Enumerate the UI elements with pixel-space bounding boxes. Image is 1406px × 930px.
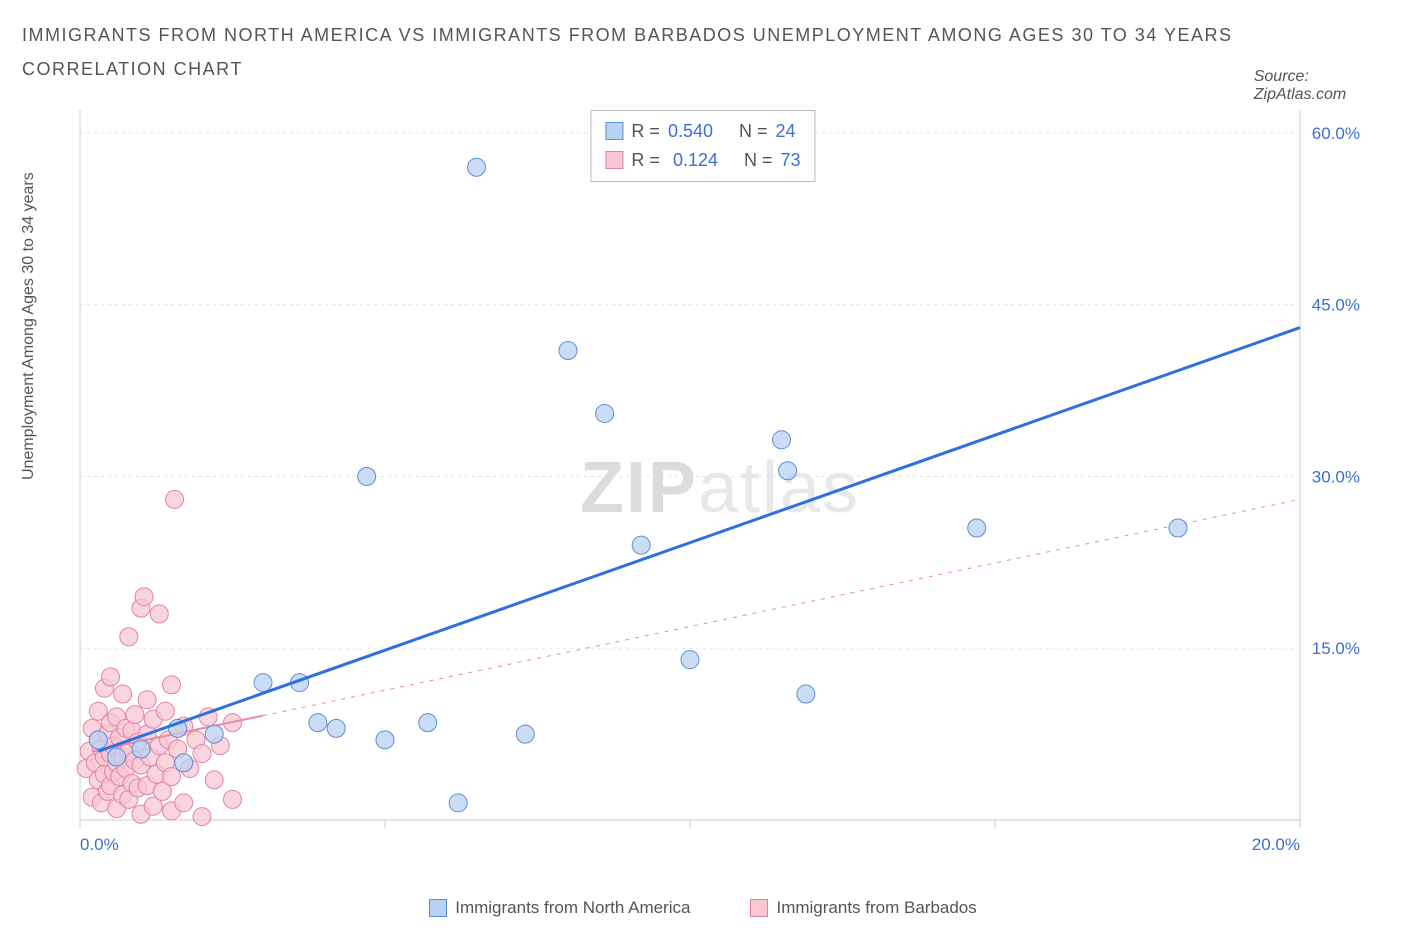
r-value-0: 0.540 [668, 117, 713, 146]
legend-label-1: Immigrants from Barbados [776, 898, 976, 918]
legend-swatch-0 [605, 122, 623, 140]
svg-text:0.0%: 0.0% [80, 835, 119, 854]
legend-swatch-icon [429, 899, 447, 917]
legend-swatch-1 [605, 151, 623, 169]
legend-label-0: Immigrants from North America [455, 898, 690, 918]
svg-text:15.0%: 15.0% [1312, 639, 1360, 658]
legend-item-0: Immigrants from North America [429, 898, 690, 918]
r-value-1: 0.124 [668, 146, 718, 175]
n-value-1: 73 [781, 146, 801, 175]
source-label: Source: [1254, 68, 1309, 85]
y-axis-label: Unemployment Among Ages 30 to 34 years [20, 172, 38, 480]
legend-stats-row-1: R = 0.124 N = 73 [605, 146, 800, 175]
source-attribution: Source: ZipAtlas.com [1254, 68, 1384, 104]
r-label: R = [631, 146, 660, 175]
svg-text:60.0%: 60.0% [1312, 124, 1360, 143]
legend-stats-row-0: R = 0.540 N = 24 [605, 117, 800, 146]
chart-title: IMMIGRANTS FROM NORTH AMERICA VS IMMIGRA… [22, 18, 1254, 86]
legend-swatch-icon [750, 899, 768, 917]
n-label: N = [744, 146, 773, 175]
legend-series: Immigrants from North America Immigrants… [0, 898, 1406, 918]
n-label: N = [739, 117, 768, 146]
legend-item-1: Immigrants from Barbados [750, 898, 976, 918]
svg-text:20.0%: 20.0% [1252, 835, 1300, 854]
svg-text:30.0%: 30.0% [1312, 467, 1360, 486]
r-label: R = [631, 117, 660, 146]
n-value-0: 24 [776, 117, 796, 146]
scatter-chart: 15.0% 30.0% 45.0% 60.0% 0.0% 20.0% [70, 100, 1370, 875]
legend-stats: R = 0.540 N = 24 R = 0.124 N = 73 [590, 110, 815, 182]
plot-area: ZIPatlas 15.0%30.0%45.0%60.0%0.0%20.0% [70, 100, 1370, 875]
svg-text:45.0%: 45.0% [1312, 296, 1360, 315]
